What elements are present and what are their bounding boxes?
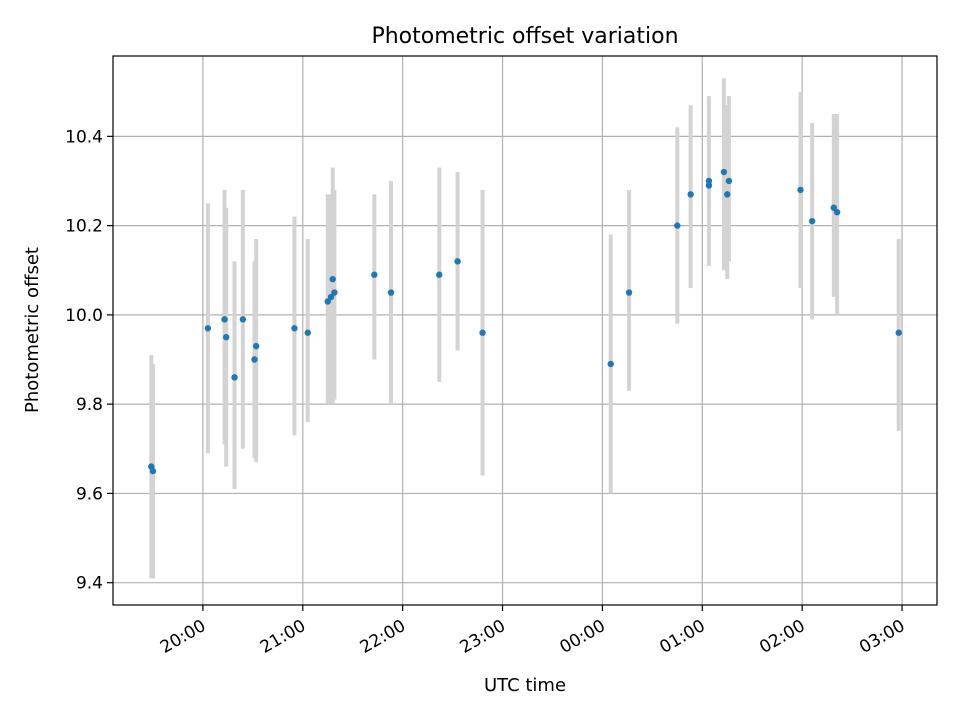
data-point: [479, 329, 486, 336]
data-point: [327, 293, 335, 301]
y-tick-label: 10.4: [65, 127, 103, 147]
data-point: [239, 316, 247, 323]
data-point: [231, 374, 238, 381]
data-point: [251, 356, 258, 363]
data-point: [304, 329, 311, 336]
data-point: [291, 325, 298, 332]
data-point: [204, 325, 212, 332]
data-point: [149, 467, 157, 475]
y-axis-label: Photometric offset: [22, 247, 43, 413]
data-point: [833, 209, 841, 216]
data-point: [222, 333, 230, 341]
data-point: [687, 191, 694, 198]
data-point: [705, 177, 713, 185]
y-tick-label: 9.4: [76, 574, 103, 594]
data-point: [436, 271, 443, 278]
data-point: [720, 168, 728, 176]
data-point: [830, 204, 837, 211]
data-point: [797, 186, 804, 194]
data-point: [331, 289, 338, 296]
plot-frame: [112, 55, 938, 606]
x-axis-label: UTC time: [484, 675, 566, 696]
y-tick-label: 10.0: [65, 306, 103, 326]
data-point: [252, 342, 260, 350]
y-tick-label: 10.2: [65, 217, 103, 237]
y-tick-label: 9.8: [76, 395, 103, 415]
data-point: [895, 329, 902, 336]
data-point: [324, 298, 331, 305]
data-point: [705, 182, 713, 189]
data-point: [725, 177, 733, 185]
data-point: [808, 217, 816, 225]
data-point: [625, 289, 633, 296]
chart-title: Photometric offset variation: [371, 24, 678, 49]
data-point: [724, 191, 731, 198]
data-point: [674, 222, 681, 229]
data-points: [148, 168, 902, 475]
data-point: [607, 360, 614, 368]
data-point: [221, 316, 228, 323]
y-tick-label: 9.6: [76, 484, 103, 504]
data-point: [329, 275, 336, 283]
y-axis-ticks: 9.4 9.6 9.8 10.0 10.2 10.4: [65, 127, 113, 594]
data-point: [371, 271, 378, 278]
data-point: [387, 289, 395, 296]
data-point: [454, 258, 461, 265]
